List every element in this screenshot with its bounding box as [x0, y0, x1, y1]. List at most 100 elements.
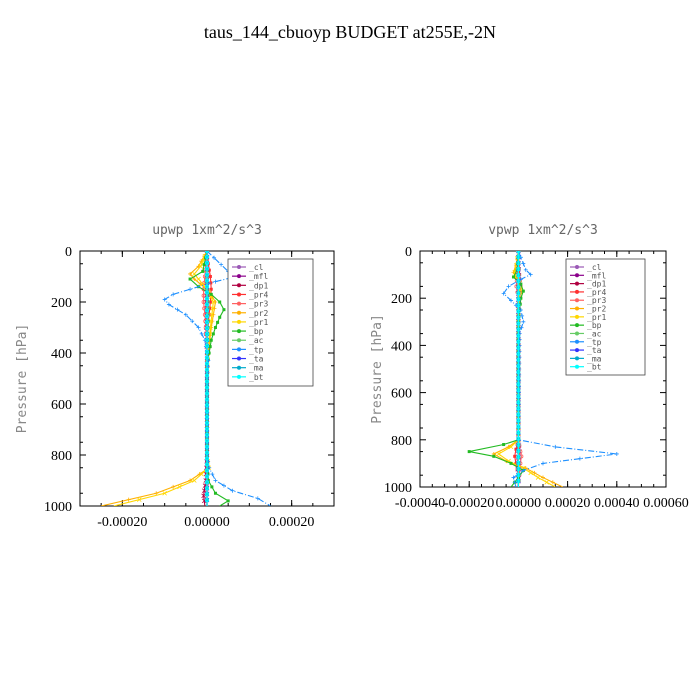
legend-marker: [237, 311, 241, 315]
legend-marker: [237, 366, 241, 370]
data-point: [212, 332, 215, 335]
data-point: [213, 479, 217, 483]
y-tick-label: 1000: [44, 500, 72, 515]
y-tick-label: 1000: [384, 481, 412, 496]
legend-marker: [237, 338, 241, 342]
data-point: [219, 263, 223, 267]
legend-marker: [237, 302, 241, 306]
legend-marker: [237, 265, 241, 269]
data-point: [521, 262, 525, 266]
legend-marker: [575, 282, 579, 286]
chart-title: vpwp 1xm^2/s^3: [488, 223, 598, 238]
y-tick-label: 0: [65, 245, 72, 260]
data-point: [210, 339, 213, 342]
data-point: [218, 301, 221, 304]
legend-label: _pr3: [249, 300, 268, 309]
y-axis-label: Pressure [hPa]: [370, 314, 385, 424]
data-point: [214, 492, 217, 495]
data-point: [218, 316, 221, 319]
series-line: [114, 251, 213, 506]
data-point: [188, 287, 192, 291]
legend-label: _ma: [249, 364, 264, 373]
data-point: [201, 270, 204, 273]
data-point: [214, 326, 217, 329]
legend-label: _bt: [587, 363, 602, 372]
x-tick-label: 0.00020: [545, 496, 591, 511]
data-point: [127, 498, 131, 502]
chart-panel-upwp: upwp 1xm^2/s^3Pressure [hPa]020040060080…: [15, 223, 334, 530]
data-point: [216, 321, 219, 324]
data-point: [541, 461, 545, 465]
data-point: [497, 452, 501, 456]
data-point: [578, 457, 582, 461]
data-point: [210, 485, 213, 488]
series-line: [494, 251, 563, 487]
legend-marker: [575, 348, 579, 352]
legend-label: _ta: [249, 355, 264, 364]
legend-marker: [237, 357, 241, 361]
y-tick-label: 200: [51, 296, 72, 311]
data-point: [468, 450, 471, 453]
legend-label: _ac: [249, 336, 264, 345]
data-point: [521, 320, 525, 324]
legend-marker: [575, 340, 579, 344]
data-point: [512, 275, 515, 278]
data-point: [615, 452, 619, 456]
x-tick-label: -0.00020: [444, 496, 494, 511]
y-tick-label: 400: [391, 339, 412, 354]
data-point: [210, 293, 213, 296]
legend-label: _mfl: [249, 272, 268, 281]
legend-marker: [575, 298, 579, 302]
legend-marker: [237, 283, 241, 287]
legend-label: _pr2: [249, 309, 268, 318]
legend-marker: [575, 265, 579, 269]
x-tick-label: 0.00060: [643, 496, 689, 511]
y-tick-label: 400: [51, 347, 72, 362]
legend-marker: [575, 273, 579, 277]
data-point: [492, 455, 495, 458]
data-point: [520, 314, 524, 318]
legend-label: _dp1: [249, 281, 268, 290]
y-tick-label: 600: [51, 398, 72, 413]
y-tick-label: 600: [391, 387, 412, 402]
budget-charts: upwp 1xm^2/s^3Pressure [hPa]020040060080…: [0, 0, 700, 700]
x-tick-label: 0.00040: [594, 496, 640, 511]
legend-marker: [575, 356, 579, 360]
data-point: [171, 485, 175, 489]
y-tick-label: 800: [51, 449, 72, 464]
series-pr1: [497, 249, 556, 487]
legend-marker: [575, 365, 579, 369]
data-point: [522, 290, 525, 293]
series-line: [101, 251, 215, 506]
legend-label: _pr4: [249, 290, 268, 299]
legend-marker: [575, 307, 579, 311]
data-point: [507, 284, 511, 288]
legend-label: _bt: [249, 373, 264, 382]
data-point: [192, 479, 196, 483]
legend-marker: [575, 331, 579, 335]
y-tick-label: 200: [391, 292, 412, 307]
legend-marker: [237, 375, 241, 379]
data-point: [177, 485, 181, 489]
chart-panel-vpwp: vpwp 1xm^2/s^3 Pressure [hPa] 0 200 400 600 80…: [370, 223, 689, 511]
y-tick-label: 800: [391, 434, 412, 449]
x-tick-label: 0.00000: [184, 515, 230, 530]
data-point: [189, 278, 192, 281]
x-tick-label: 0.00020: [269, 515, 315, 530]
data-point: [502, 443, 505, 446]
legend-marker: [575, 290, 579, 294]
legend-label: _pr1: [249, 318, 268, 327]
data-point: [210, 472, 214, 476]
legend-marker: [575, 323, 579, 327]
x-tick-label: 0.00000: [496, 496, 542, 511]
data-point: [553, 445, 557, 449]
data-point: [222, 308, 225, 311]
data-point: [513, 455, 516, 458]
data-point: [200, 332, 204, 336]
data-point: [197, 277, 201, 281]
legend-label: _cl: [249, 263, 264, 272]
data-point: [536, 476, 540, 480]
legend-marker: [575, 315, 579, 319]
legend-label: _bp: [249, 327, 264, 336]
y-tick-label: 0: [405, 245, 412, 260]
